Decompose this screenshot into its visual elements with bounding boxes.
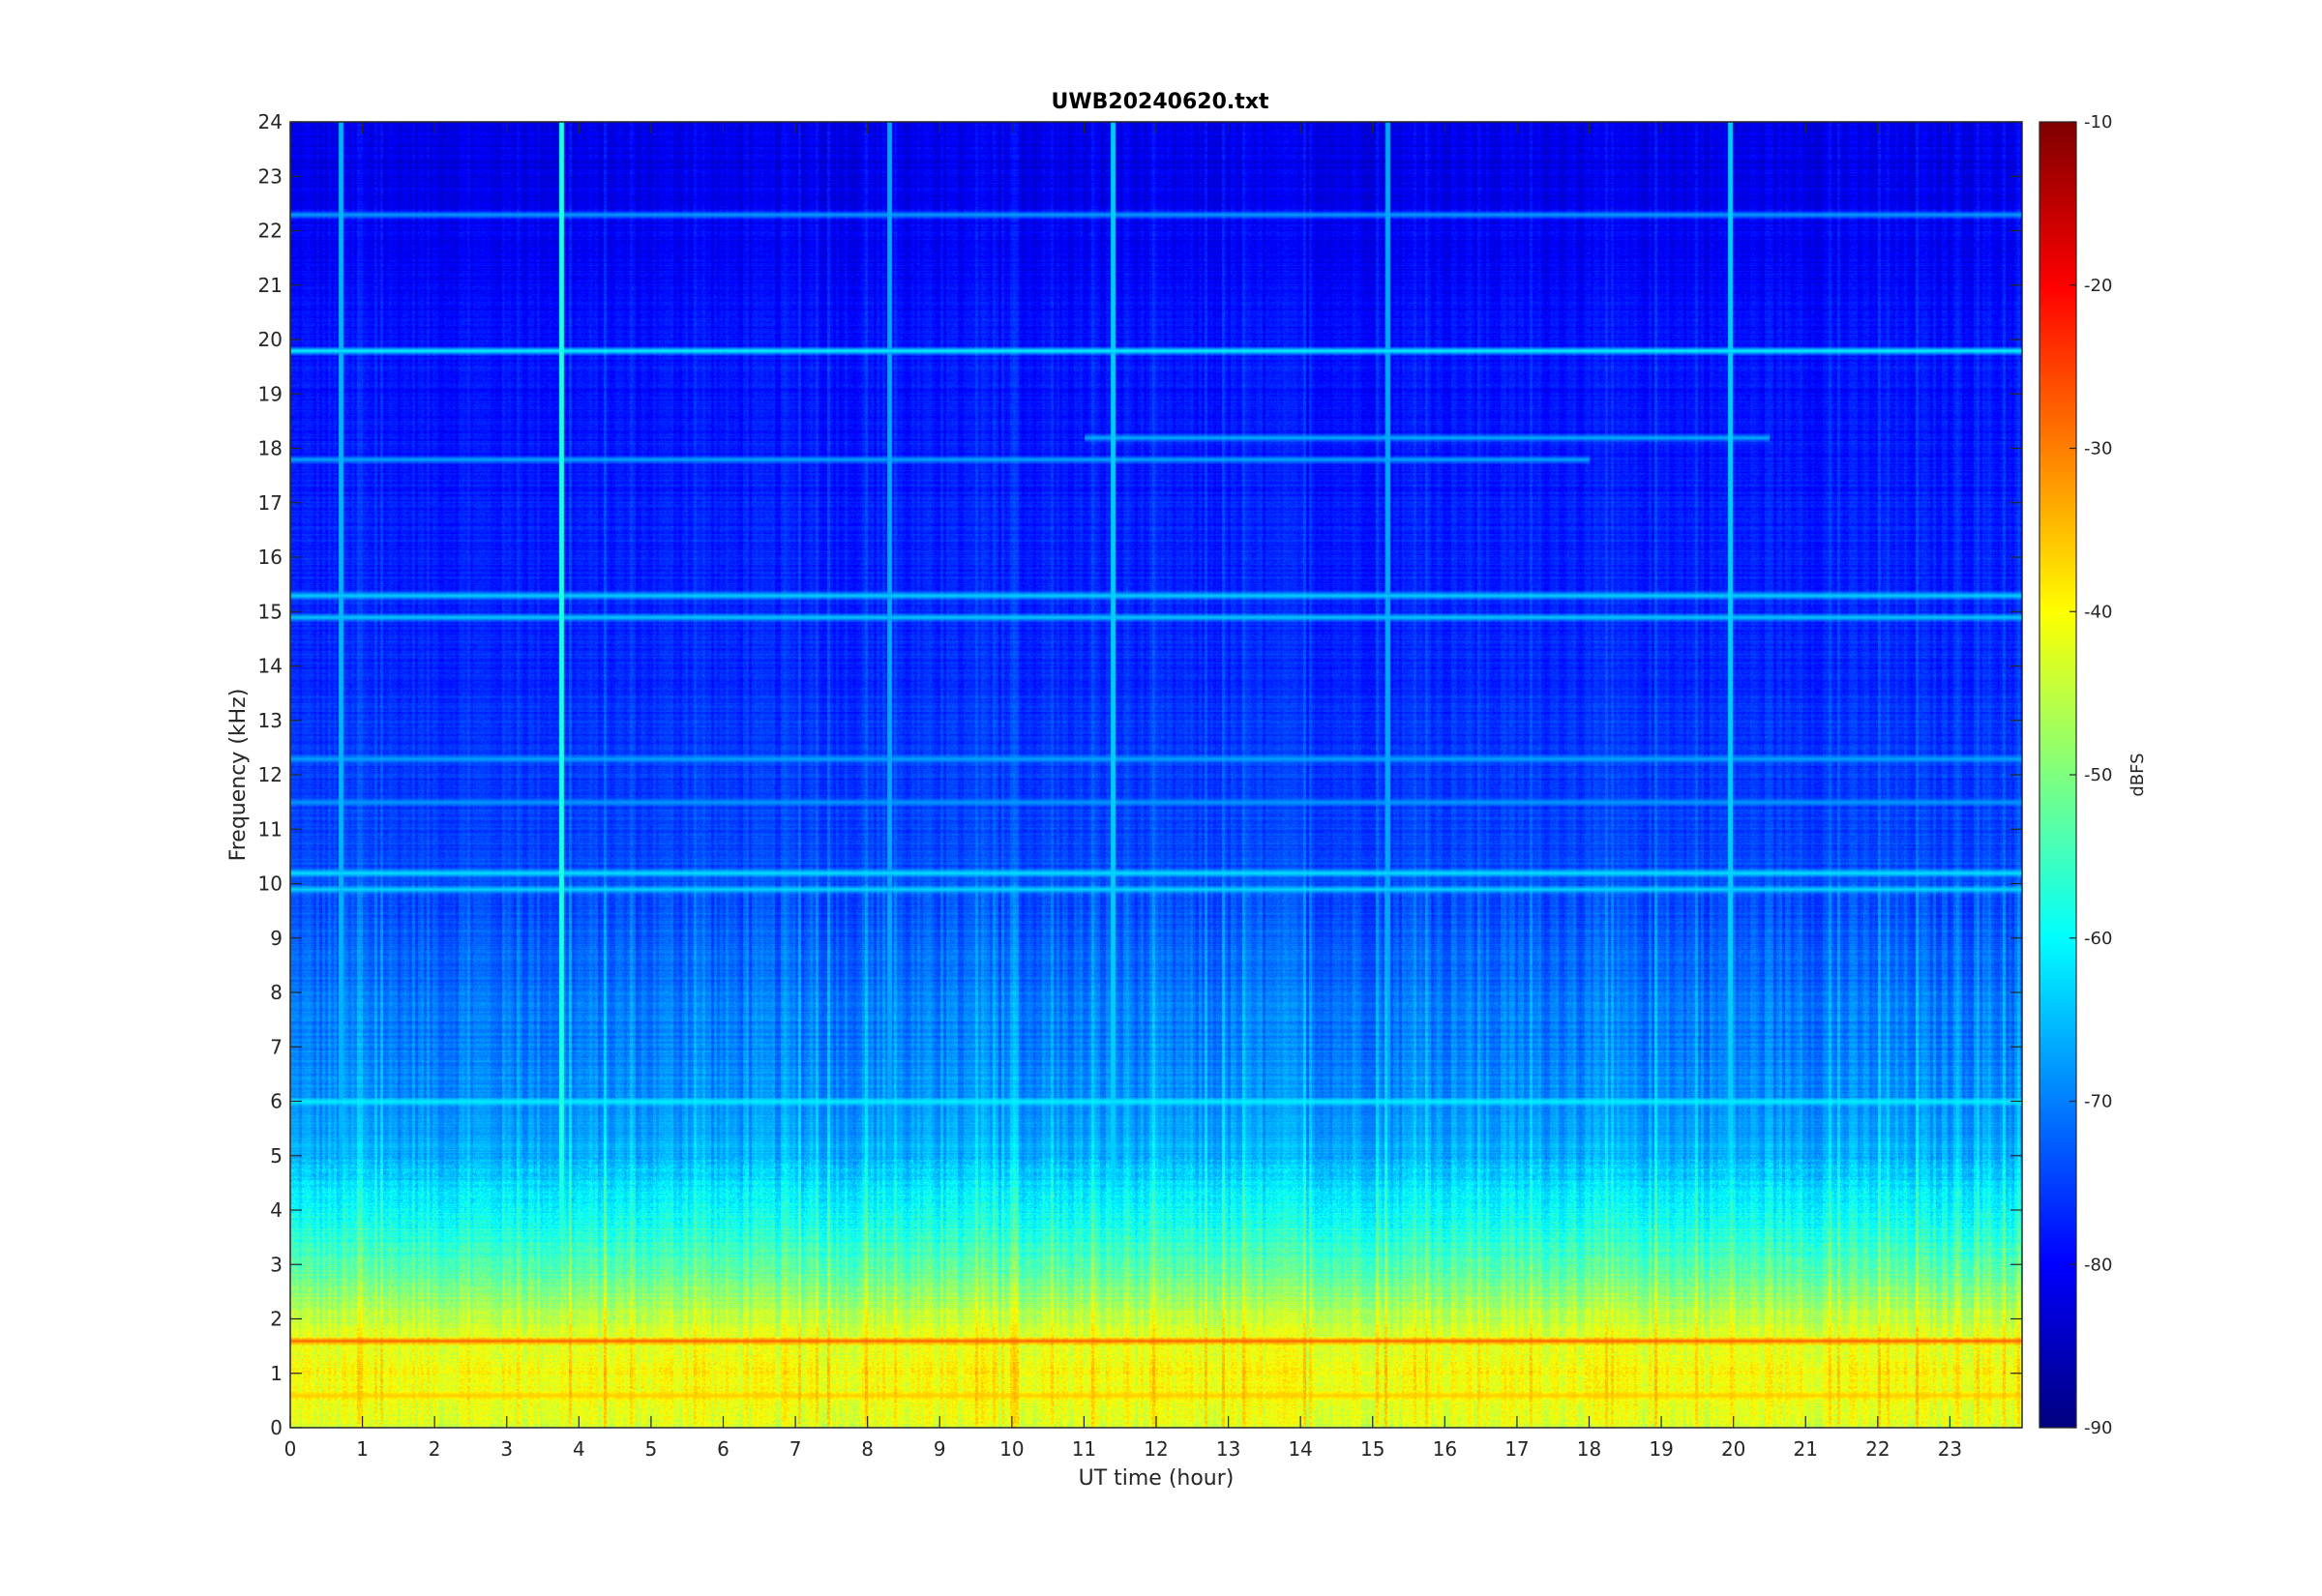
y-tick-label: 9 [270, 927, 283, 950]
x-axis-label: UT time (hour) [1079, 1466, 1235, 1491]
y-tick-label: 7 [270, 1035, 283, 1058]
x-tick-label: 14 [1288, 1437, 1312, 1461]
spectrogram-plot-area [289, 121, 2023, 1429]
x-tick-label: 8 [861, 1437, 874, 1461]
y-tick-label: 4 [270, 1198, 283, 1222]
colorbar-tick-label: -20 [2084, 276, 2112, 296]
x-tick-label: 23 [1938, 1437, 1962, 1461]
y-tick-label: 16 [258, 546, 283, 569]
y-tick-label: 14 [258, 655, 283, 678]
y-tick-label: 23 [258, 164, 283, 188]
colorbar-tick-label: -80 [2084, 1255, 2112, 1275]
y-tick-label: 13 [258, 709, 283, 732]
chart-title: UWB20240620.txt [1052, 90, 1269, 114]
y-tick-label: 2 [270, 1308, 283, 1331]
y-tick-label: 3 [270, 1253, 283, 1276]
x-axis: 0 1 2 3 4 5 6 7 8 9 10 11 12 13 14 15 16 17 18 19 20 21 22 23 [284, 122, 1962, 1461]
colorbar-tick-label: -70 [2084, 1092, 2112, 1112]
y-tick-label: 18 [258, 437, 283, 460]
colorbar-tick-label: -60 [2084, 929, 2112, 949]
y-axis-label: Frequency (kHz) [226, 689, 251, 862]
x-tick-label: 13 [1216, 1437, 1240, 1461]
y-tick-label: 17 [258, 491, 283, 515]
x-tick-label: 6 [717, 1437, 729, 1461]
spectrogram-heatmap [290, 122, 2022, 1428]
x-tick-label: 2 [429, 1437, 441, 1461]
y-tick-label: 19 [258, 382, 283, 405]
x-tick-label: 5 [645, 1437, 658, 1461]
x-tick-label: 18 [1577, 1437, 1601, 1461]
colorbar-label: dBFS [2128, 753, 2148, 796]
colorbar-tick-label: -30 [2084, 439, 2112, 459]
y-tick-label: 1 [270, 1362, 283, 1385]
x-tick-label: 7 [789, 1437, 802, 1461]
x-tick-label: 19 [1649, 1437, 1673, 1461]
x-tick-label: 12 [1144, 1437, 1168, 1461]
x-tick-label: 15 [1360, 1437, 1384, 1461]
y-tick-label: 11 [258, 817, 283, 841]
x-tick-label: 4 [573, 1437, 585, 1461]
y-tick-label: 5 [270, 1144, 283, 1167]
x-tick-label: 16 [1433, 1437, 1457, 1461]
colorbar-tick-label: -10 [2084, 112, 2112, 133]
colorbar: -10 -20 -30 -40 -50 -60 -70 -80 -90 dBFS [2039, 112, 2148, 1438]
x-tick-label: 22 [1865, 1437, 1890, 1461]
y-tick-label: 22 [258, 220, 283, 243]
x-tick-label: 17 [1504, 1437, 1529, 1461]
x-tick-label: 21 [1794, 1437, 1818, 1461]
y-tick-label: 8 [270, 981, 283, 1004]
colorbar-tick-label: -50 [2084, 765, 2112, 785]
x-tick-label: 9 [934, 1437, 946, 1461]
y-tick-label: 24 [258, 110, 283, 133]
x-tick-label: 11 [1072, 1437, 1096, 1461]
colorbar-tick-label: -90 [2084, 1418, 2112, 1438]
y-tick-label: 6 [270, 1090, 283, 1113]
y-tick-label: 12 [258, 763, 283, 786]
colorbar-tick-label: -40 [2084, 602, 2112, 622]
colorbar-ticks: -10 -20 -30 -40 -50 -60 -70 -80 -90 [2069, 112, 2112, 1438]
y-tick-label: 15 [258, 600, 283, 623]
x-tick-label: 10 [999, 1437, 1024, 1461]
x-tick-label: 0 [284, 1437, 297, 1461]
x-tick-label: 1 [356, 1437, 369, 1461]
y-tick-label: 20 [258, 328, 283, 351]
y-tick-label: 0 [270, 1416, 283, 1439]
y-tick-label: 21 [258, 274, 283, 297]
x-tick-label: 20 [1721, 1437, 1745, 1461]
x-tick-label: 3 [500, 1437, 513, 1461]
y-tick-label: 10 [258, 872, 283, 896]
